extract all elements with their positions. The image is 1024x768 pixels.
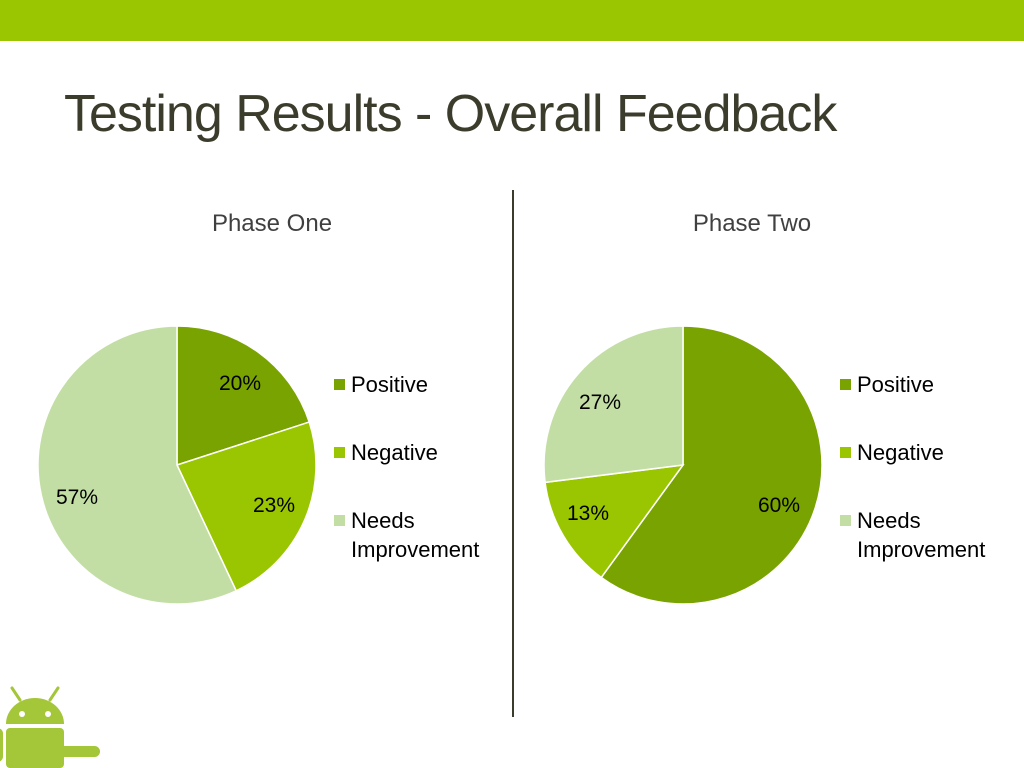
- legend-item-negative: Negative: [334, 438, 511, 467]
- chart-phase-one: Phase One 20% 23% 57% Positive Negative …: [0, 190, 510, 620]
- pie-slice-negative: [175, 421, 317, 592]
- legend-swatch-needs-improvement: [334, 515, 345, 526]
- pie-slice-positive: [176, 325, 311, 467]
- legend-item-needs-improvement: Needs Improvement: [840, 506, 1017, 564]
- chart-legend: Positive Negative Needs Improvement: [334, 370, 511, 603]
- pie-slice-negative: [544, 464, 685, 579]
- legend-label: Needs Improvement: [857, 508, 986, 562]
- data-label-needs-improvement: 57%: [56, 486, 98, 509]
- pie-data-labels: 20% 23% 57%: [56, 372, 295, 517]
- chart-phase-two: Phase Two 60% 13% 27% Positive Negative …: [514, 190, 1024, 620]
- legend-label: Positive: [351, 372, 429, 397]
- legend-label: Negative: [351, 440, 438, 465]
- android-robot-icon: [0, 686, 100, 768]
- legend-item-positive: Positive: [840, 370, 1017, 399]
- legend-swatch-positive: [334, 379, 345, 390]
- legend-item-negative: Negative: [840, 438, 1017, 467]
- pie-chart-svg: 60% 13% 27%: [543, 325, 823, 605]
- slide-title: Testing Results - Overall Feedback: [64, 85, 837, 143]
- legend-item-needs-improvement: Needs Improvement: [334, 506, 511, 564]
- pie-slices: [543, 325, 823, 605]
- legend-label: Negative: [857, 440, 944, 465]
- chart-legend: Positive Negative Needs Improvement: [840, 370, 1017, 603]
- legend-item-positive: Positive: [334, 370, 511, 399]
- pie-slices: [37, 325, 317, 605]
- data-label-positive: 60%: [758, 494, 800, 517]
- data-label-negative: 23%: [253, 494, 295, 517]
- pie-chart-svg: 20% 23% 57%: [37, 325, 317, 605]
- top-accent-bar: [0, 0, 1024, 41]
- vertical-divider: [512, 190, 514, 717]
- data-label-positive: 20%: [219, 372, 261, 395]
- legend-label: Needs Improvement: [351, 508, 480, 562]
- pie-slice-needs-improvement: [37, 325, 238, 605]
- legend-swatch-negative: [334, 447, 345, 458]
- chart-title: Phase One: [211, 210, 333, 237]
- pie-slice-positive: [600, 325, 823, 605]
- data-label-negative: 13%: [567, 502, 609, 525]
- legend-swatch-negative: [840, 447, 851, 458]
- legend-swatch-needs-improvement: [840, 515, 851, 526]
- pie-data-labels: 60% 13% 27%: [567, 391, 800, 525]
- pie-slice-needs-improvement: [543, 325, 684, 484]
- data-label-needs-improvement: 27%: [579, 391, 621, 414]
- legend-label: Positive: [857, 372, 935, 397]
- legend-swatch-positive: [840, 379, 851, 390]
- chart-title: Phase Two: [692, 210, 812, 237]
